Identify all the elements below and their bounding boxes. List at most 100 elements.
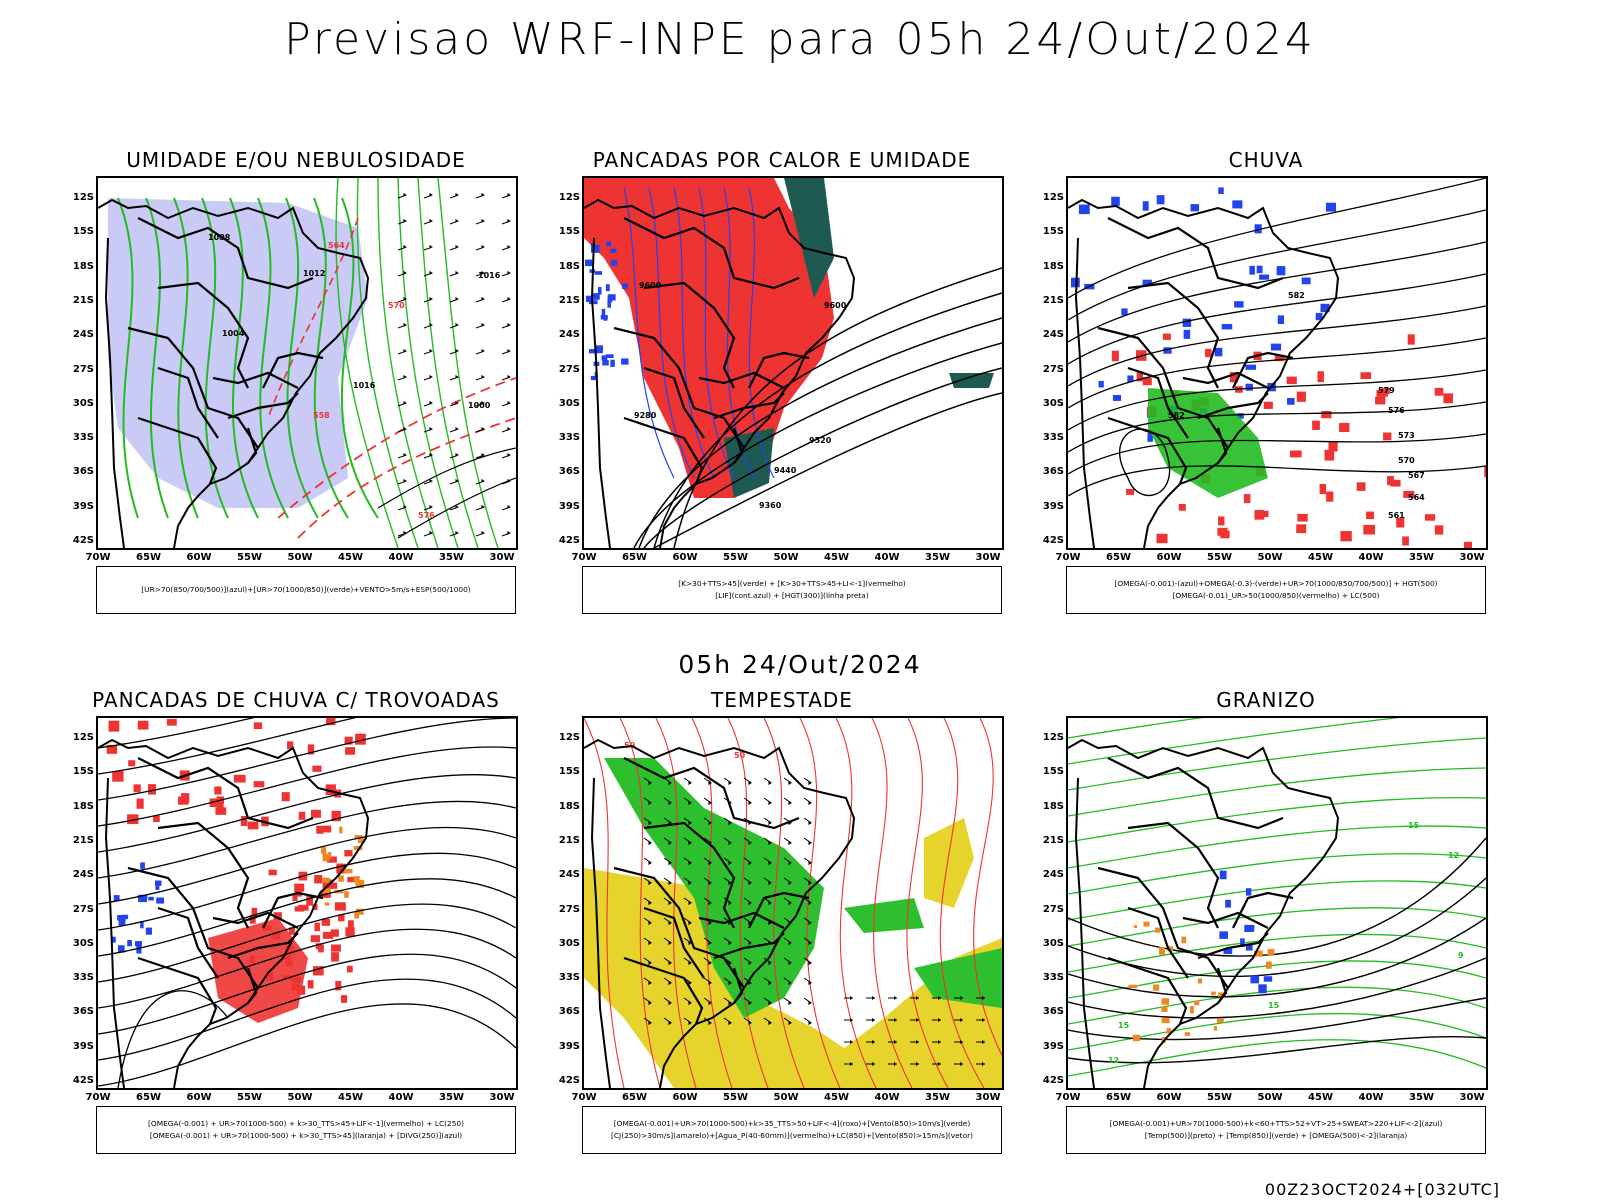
lon-tick-label: 60W <box>186 1092 212 1103</box>
lat-tick-label: 18S <box>1042 800 1064 812</box>
lat-tick-label: 15S <box>1042 226 1064 238</box>
lon-tick-label: 65W <box>1106 1092 1131 1103</box>
contour-label: 1012 <box>303 269 325 278</box>
contour-label: 564 <box>1408 493 1425 502</box>
lon-tick-label: 35W <box>925 552 950 563</box>
lat-tick-label: 15S <box>558 226 580 238</box>
contour-label: 1016 <box>353 381 376 390</box>
lat-tick-label: 12S <box>1042 732 1064 743</box>
legend-line: [OMEGA(-0.001)-(azul)+OMEGA(-0.3)-(verde… <box>1114 579 1438 588</box>
lat-tick-label: 39S <box>558 1040 580 1052</box>
mid-title: 05h 24/Out/2024 <box>678 650 922 679</box>
lon-tick-label: 45W <box>824 552 849 563</box>
contour-label: 15 <box>1408 821 1420 830</box>
lat-tick-label: 30S <box>558 397 580 409</box>
lon-tick-label: 30W <box>489 1092 515 1103</box>
lat-tick-label: 42S <box>558 535 580 546</box>
contour-label: 579 <box>1378 386 1395 395</box>
lat-tick-label: 15S <box>72 226 94 238</box>
lat-tick-label: 36S <box>1042 1006 1064 1018</box>
lat-axis: 12S 15S 18S 21S 24S 27S 30S 33S 36S 39S 42S <box>542 716 580 1090</box>
panel-legend: [OMEGA(-0.001) + UR>70(1000-500) + k>30_… <box>96 1106 516 1154</box>
lon-tick-label: 45W <box>1308 1092 1333 1103</box>
lon-tick-label: 45W <box>1308 552 1333 563</box>
lat-tick-label: 18S <box>72 800 94 812</box>
contour-label: 576 <box>418 511 435 520</box>
lat-tick-label: 42S <box>1042 535 1064 546</box>
lat-tick-label: 21S <box>1042 294 1064 306</box>
panel-legend: [K>30+TTS>45](verde) + [K>30+TTS>45+LI<-… <box>582 566 1002 614</box>
lon-tick-label: 65W <box>622 1092 647 1103</box>
lon-tick-label: 50W <box>1257 1092 1283 1103</box>
contour-label: 15 <box>1268 1001 1280 1010</box>
contour-label: 570 <box>1398 456 1415 465</box>
contour-label: 50 <box>734 751 746 760</box>
lon-tick-label: 50W <box>773 1092 799 1103</box>
lon-axis: 70W 65W 60W 55W 50W 45W 40W 35W 30W <box>1056 1092 1488 1106</box>
lat-tick-label: 33S <box>72 432 94 444</box>
lat-tick-label: 36S <box>72 466 94 478</box>
lat-axis: 12S 15S 18S 21S 24S 27S 30S 33S 36S 39S 42S <box>542 176 580 550</box>
lon-tick-label: 70W <box>1055 552 1081 563</box>
lon-tick-label: 65W <box>622 552 647 563</box>
contour-label: 573 <box>1398 431 1415 440</box>
lat-tick-label: 21S <box>558 294 580 306</box>
lat-tick-label: 36S <box>558 466 580 478</box>
lon-tick-label: 40W <box>388 552 414 563</box>
lat-tick-label: 39S <box>72 500 94 512</box>
lat-tick-label: 21S <box>72 294 94 306</box>
lon-tick-label: 60W <box>1156 1092 1182 1103</box>
map-frame: 50 50 <box>582 716 1004 1090</box>
contour-label: 1000 <box>468 401 491 410</box>
lon-tick-label: 70W <box>85 1092 111 1103</box>
contour-label: 1008 <box>208 233 231 242</box>
lon-tick-label: 70W <box>85 552 111 563</box>
lat-tick-label: 30S <box>1042 397 1064 409</box>
lon-axis: 70W 65W 60W 55W 50W 45W 40W 35W 30W <box>1056 552 1488 566</box>
lat-tick-label: 42S <box>558 1075 580 1086</box>
legend-line: [LIF](cont.azul) + [HGT(300)](linha pret… <box>715 591 869 600</box>
lat-tick-label: 42S <box>1042 1075 1064 1086</box>
lat-tick-label: 12S <box>72 732 94 743</box>
lon-tick-label: 65W <box>136 552 161 563</box>
lon-tick-label: 30W <box>975 1092 1001 1103</box>
map-canvas: 15 12 9 15 15 12 <box>1068 718 1486 1088</box>
contour-label: 582 <box>1288 291 1305 300</box>
lat-tick-label: 24S <box>1042 869 1064 881</box>
panel-legend: [OMEGA(-0.001)+UR>70(1000-500)+k<60+TTS>… <box>1066 1106 1486 1154</box>
lat-tick-label: 33S <box>558 432 580 444</box>
contour-label: 570 <box>388 301 405 310</box>
lon-tick-label: 60W <box>1156 552 1182 563</box>
lat-tick-label: 42S <box>72 535 94 546</box>
panel-legend: [UR>70(850/700/500)](azul)+[UR>70(1000/8… <box>96 566 516 614</box>
lat-tick-label: 30S <box>72 937 94 949</box>
lon-tick-label: 45W <box>338 552 363 563</box>
lon-tick-label: 60W <box>672 1092 698 1103</box>
contour-label: 576 <box>1388 406 1405 415</box>
lon-tick-label: 40W <box>388 1092 414 1103</box>
lat-tick-label: 30S <box>1042 937 1064 949</box>
lat-tick-label: 18S <box>558 800 580 812</box>
lon-tick-label: 35W <box>439 1092 464 1103</box>
contour-label: 1016 <box>478 271 501 280</box>
lat-tick-label: 24S <box>72 329 94 341</box>
lon-tick-label: 35W <box>1409 552 1434 563</box>
contour-label: 564 <box>328 241 345 250</box>
lat-tick-label: 21S <box>72 834 94 846</box>
contour-label: 15 <box>1118 1021 1130 1030</box>
contour-label: 9600 <box>639 281 662 290</box>
panel-title: UMIDADE E/OU NEBULOSIDADE <box>126 148 466 172</box>
page-title: Previsao WRF-INPE para 05h 24/Out/2024 <box>284 14 1316 65</box>
lat-tick-label: 18S <box>1042 260 1064 272</box>
lon-tick-label: 50W <box>287 552 313 563</box>
lon-tick-label: 55W <box>1207 552 1232 563</box>
contour-label: 9280 <box>634 411 657 420</box>
lon-tick-label: 40W <box>874 552 900 563</box>
map-frame: 1008 1004 1012 1016 576 570 564 558 1016 1000 <box>96 176 518 550</box>
lat-tick-label: 33S <box>1042 432 1064 444</box>
contour-label: 12 <box>1108 1056 1119 1065</box>
contour-label: 9 <box>1458 951 1464 960</box>
lat-tick-label: 27S <box>558 903 580 915</box>
lat-tick-label: 18S <box>558 260 580 272</box>
